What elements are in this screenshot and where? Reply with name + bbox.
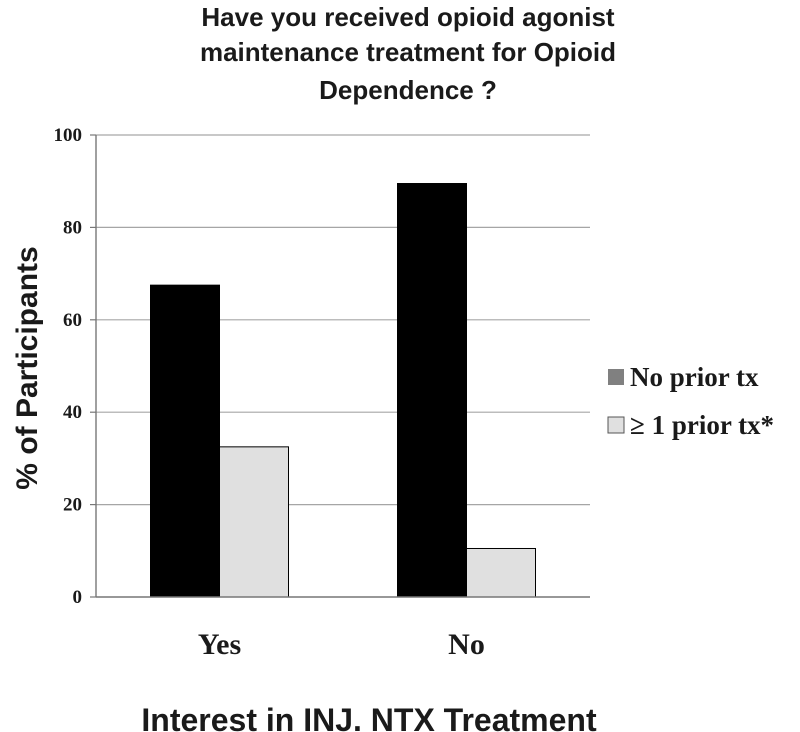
x-tick-label: No <box>448 628 485 661</box>
chart-title-line-2: maintenance treatment for Opioid <box>200 37 616 67</box>
y-tick-label: 100 <box>54 125 83 146</box>
y-tick-label: 20 <box>63 495 82 516</box>
legend-label: ≥ 1 prior tx* <box>630 410 774 440</box>
bar-yes-series-0 <box>150 284 220 598</box>
chart-title-line-1: Have you received opioid agonist <box>201 2 615 32</box>
y-tick-label: 80 <box>63 217 82 238</box>
y-tick-label: 60 <box>63 310 82 331</box>
legend: No prior tx ≥ 1 prior tx* <box>607 362 774 440</box>
axes <box>95 135 590 598</box>
y-axis-label: % of Participants <box>11 246 44 489</box>
y-tick-label: 0 <box>73 587 83 608</box>
legend-swatch <box>607 416 625 434</box>
chart-title: Have you received opioid agonist mainten… <box>200 2 616 105</box>
legend-swatch <box>608 369 624 385</box>
bar-yes-series-1 <box>219 446 289 598</box>
chart-title-line-3: Dependence ? <box>319 75 497 105</box>
x-axis-ticks: Yes No <box>198 628 485 661</box>
legend-label: No prior tx <box>630 362 759 392</box>
x-axis-label: Interest in INJ. NTX Treatment <box>141 702 597 732</box>
x-tick-label: Yes <box>198 628 241 661</box>
y-tick-label: 40 <box>63 402 82 423</box>
bars <box>150 183 536 598</box>
bar-no-series-0 <box>397 183 467 598</box>
bar-no-series-1 <box>466 547 536 598</box>
y-axis-ticks: 0 20 40 60 80 100 <box>54 125 96 608</box>
